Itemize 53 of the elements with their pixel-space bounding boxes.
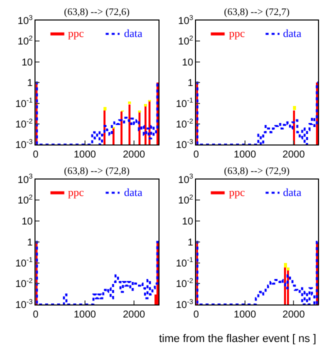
- y-tick-label: 10$^{-2}$: [15, 118, 33, 130]
- y-tick-label: 10$^{-2}$: [176, 118, 194, 130]
- chart-title: (63,8) --> (72,6): [64, 7, 130, 18]
- y-tick-label: 1: [188, 237, 194, 248]
- y-tick-label: 1: [27, 237, 34, 248]
- y-tick-label: 10$^{-1}$: [176, 257, 194, 270]
- y-tick-label: 10$^{-1}$: [15, 98, 33, 110]
- y-tick-label: 10$^{-1}$: [176, 98, 194, 110]
- y-tick-label: 10$^{2}$: [178, 194, 194, 207]
- y-tick-label: 10$^{3}$: [18, 174, 33, 186]
- x-tick-label: 1000: [234, 309, 256, 320]
- y-tick-label: 10$^{3}$: [178, 174, 194, 186]
- legend-label: data: [283, 187, 302, 199]
- y-tick-label: 10$^{2}$: [18, 194, 33, 207]
- y-tick-label: 10$^{2}$: [18, 35, 33, 48]
- y-tick-label: 10$^{-2}$: [15, 278, 33, 290]
- legend-label: data: [283, 28, 302, 40]
- x-tick-label: 2000: [122, 150, 146, 161]
- legend-label: ppc: [229, 28, 245, 40]
- y-tick-label: 10$^{2}$: [178, 35, 194, 48]
- y-tick-label: 10: [182, 216, 194, 228]
- x-axis-title: time from the flasher event [ ns ]: [159, 333, 316, 345]
- y-tick-label: 10: [22, 57, 34, 68]
- y-tick-label: 10$^{-3}$: [15, 298, 33, 311]
- x-tick-label: 2000: [282, 150, 306, 161]
- x-tick-label: 0: [32, 309, 39, 320]
- y-tick-label: 10$^{3}$: [18, 14, 33, 27]
- y-tick-label: 10$^{-3}$: [176, 298, 194, 311]
- x-tick-label: 1000: [74, 309, 96, 320]
- chart-title: (63,8) --> (72,8): [64, 166, 130, 177]
- y-tick-label: 10$^{-1}$: [15, 257, 33, 270]
- legend-label: ppc: [68, 28, 84, 40]
- y-tick-label: 10$^{-3}$: [15, 138, 33, 152]
- x-tick-label: 1000: [74, 150, 96, 161]
- y-tick-label: 10: [182, 57, 194, 68]
- legend-label: data: [124, 28, 142, 40]
- x-tick-label: 0: [32, 150, 39, 161]
- legend-label: data: [124, 187, 142, 199]
- y-tick-label: 10$^{3}$: [178, 14, 194, 27]
- chart-title: (63,8) --> (72,9): [224, 166, 290, 177]
- legend-label: ppc: [68, 187, 84, 199]
- x-tick-label: 0: [193, 150, 200, 161]
- y-tick-label: 10$^{-2}$: [176, 278, 194, 290]
- legend-label: ppc: [229, 187, 245, 199]
- y-tick-label: 1: [27, 78, 34, 90]
- x-tick-label: 2000: [122, 309, 146, 320]
- y-tick-label: 10: [22, 216, 34, 228]
- y-tick-label: 1: [188, 78, 194, 90]
- chart-title: (63,8) --> (72,7): [224, 7, 290, 18]
- x-tick-label: 2000: [282, 309, 306, 320]
- x-tick-label: 0: [193, 309, 200, 320]
- y-tick-label: 10$^{-3}$: [176, 138, 194, 152]
- x-tick-label: 1000: [234, 150, 256, 161]
